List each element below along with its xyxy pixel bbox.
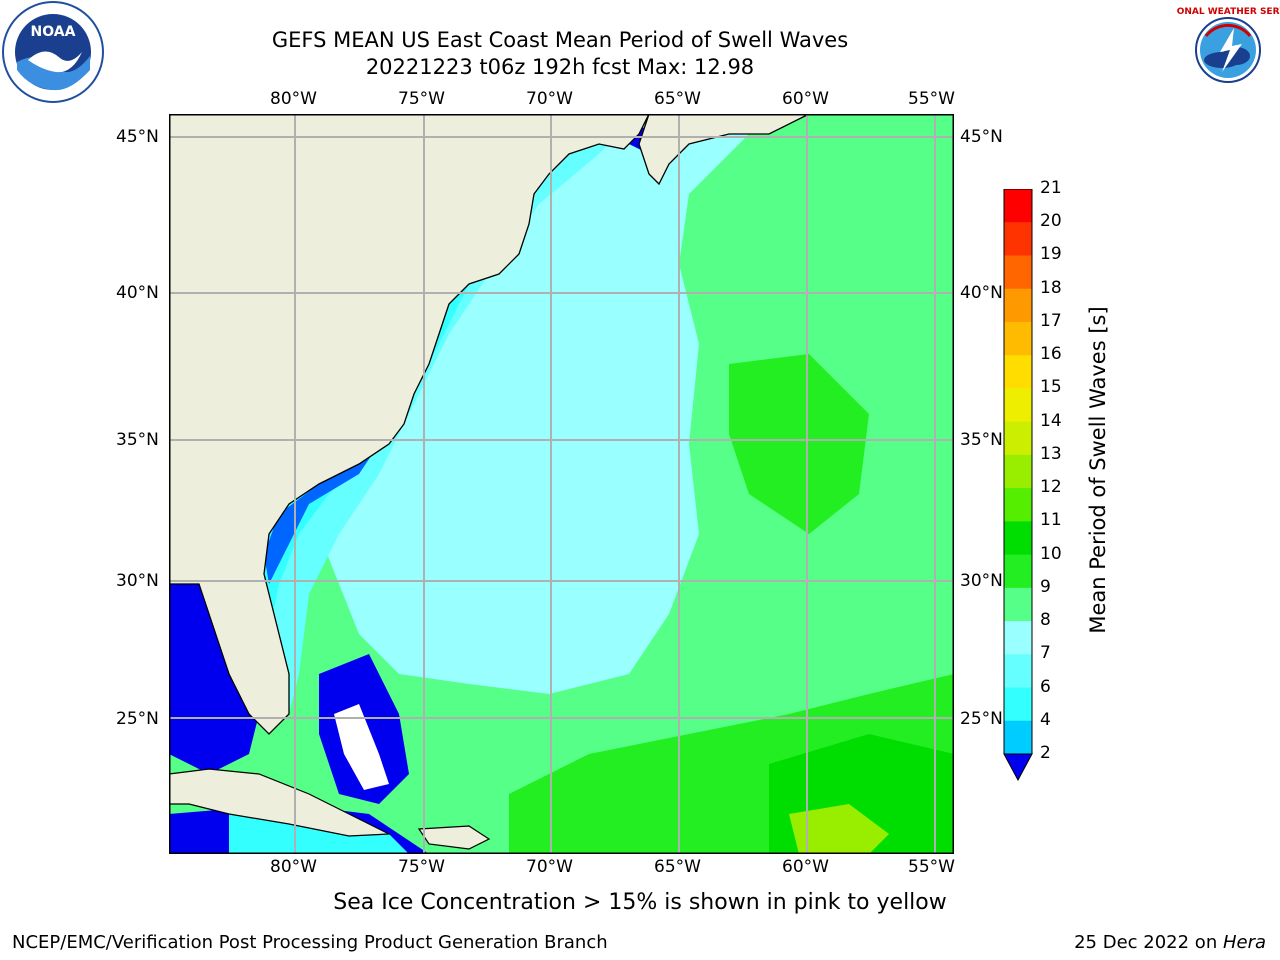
lat-label-right: 40°N (960, 283, 1003, 303)
colorbar-tick-label: 7 (1040, 643, 1051, 664)
lon-label-top: 80°W (270, 89, 317, 109)
lon-label-bottom: 70°W (526, 857, 573, 877)
colorbar-tick-label: 19 (1040, 244, 1062, 265)
colorbar-tick-label: 6 (1040, 676, 1051, 697)
lat-label-right: 45°N (960, 127, 1003, 147)
colorbar-tick-label: 10 (1040, 543, 1062, 564)
ocean-period-7-8 (249, 114, 639, 714)
lon-label-bottom: 75°W (398, 857, 445, 877)
colorbar-tick-label: 12 (1040, 477, 1062, 498)
colorbar-tick-label: 11 (1040, 510, 1062, 531)
colorbar-under-triangle (1003, 753, 1033, 782)
colorbar-tick-label: 17 (1040, 310, 1062, 331)
lon-label-top: 70°W (526, 89, 573, 109)
us-mainland (169, 114, 650, 735)
hispaniola (417, 825, 491, 850)
colorbar-ticks: 21 20 19 18 17 16 15 14 13 12 11 10 9 8 7 6 4 2 (1040, 178, 1080, 781)
lat-label-right: 35°N (960, 430, 1003, 450)
colorbar-band (1004, 654, 1032, 689)
lon-label-bottom: 60°W (782, 857, 829, 877)
colorbar-band (1004, 454, 1032, 489)
lon-label-bottom: 80°W (270, 857, 317, 877)
colorbar-tick-label: 13 (1040, 443, 1062, 464)
colorbar-band (1004, 554, 1032, 589)
lat-label-left: 35°N (116, 430, 159, 450)
noaa-logo-icon: NOAA (0, 0, 108, 104)
lon-label-top: 60°W (782, 89, 829, 109)
colorbar-label: Mean Period of Swell Waves [s] (1086, 306, 1110, 634)
lat-label-right: 25°N (960, 709, 1003, 729)
colorbar-band (1004, 355, 1032, 389)
colorbar-tick-label: 16 (1040, 344, 1062, 365)
colorbar-band (1004, 288, 1032, 323)
nws-logo-text: NATIONAL WEATHER SERVICE (1176, 7, 1280, 17)
map-panel (169, 114, 954, 854)
colorbar-tick-label: 20 (1040, 211, 1062, 232)
cuba (169, 768, 392, 837)
map-frame (169, 114, 954, 854)
colorbar-tick-label: 14 (1040, 410, 1062, 431)
noaa-logo-text: NOAA (31, 24, 76, 40)
colorbar-band (1004, 720, 1032, 755)
colorbar (1003, 188, 1033, 782)
colorbar-band (1004, 488, 1032, 522)
colorbar-tick-label: 4 (1040, 709, 1051, 730)
footer-right: 25 Dec 2022 on Hera (1074, 932, 1266, 953)
lat-label-left: 40°N (116, 283, 159, 303)
colorbar-band (1004, 521, 1032, 556)
lon-label-top: 65°W (654, 89, 701, 109)
ocean-period-8-9 (319, 114, 769, 694)
colorbar-band (1004, 687, 1032, 722)
lat-label-left: 45°N (116, 127, 159, 147)
colorbar-tick-label: 18 (1040, 277, 1062, 298)
lat-label-left: 30°N (116, 571, 159, 591)
footer-host: Hera (1222, 932, 1266, 953)
chart-subtitle: 20221223 t06z 192h fcst Max: 12.98 (365, 55, 755, 79)
ocean-period-12-13 (789, 804, 889, 854)
swell-period-map (169, 114, 954, 854)
colorbar-band (1004, 321, 1032, 356)
footer-date: 25 Dec 2022 on (1074, 932, 1223, 953)
colorbar-band (1004, 189, 1032, 223)
ocean-period-2-4 (264, 444, 379, 584)
colorbar-tick-label: 8 (1040, 610, 1051, 631)
footer-left: NCEP/EMC/Verification Post Processing Pr… (12, 932, 608, 953)
lat-label-right: 30°N (960, 571, 1003, 591)
colorbar-tick-label: 9 (1040, 576, 1051, 597)
colorbar-band (1004, 421, 1032, 456)
nws-logo-icon: NATIONAL WEATHER SERVICE (1153, 0, 1280, 104)
sea-ice-note: Sea Ice Concentration > 15% is shown in … (333, 890, 947, 915)
chart-title: GEFS MEAN US East Coast Mean Period of S… (271, 28, 849, 52)
colorbar-band (1004, 255, 1032, 290)
colorbar-band (1004, 388, 1032, 423)
colorbar-band (1004, 587, 1032, 622)
lat-label-left: 25°N (116, 709, 159, 729)
lon-label-bottom: 55°W (908, 857, 955, 877)
colorbar-tick-label: 21 (1040, 178, 1062, 198)
lon-label-top: 75°W (398, 89, 445, 109)
graticule (169, 114, 954, 854)
colorbar-tick-label: 2 (1040, 743, 1051, 763)
colorbar-tick-label: 15 (1040, 377, 1062, 398)
colorbar-svg (1003, 188, 1033, 782)
colorbar-band (1004, 621, 1032, 655)
lon-label-bottom: 65°W (654, 857, 701, 877)
colorbar-band (1004, 222, 1032, 256)
lon-label-top: 55°W (908, 89, 955, 109)
